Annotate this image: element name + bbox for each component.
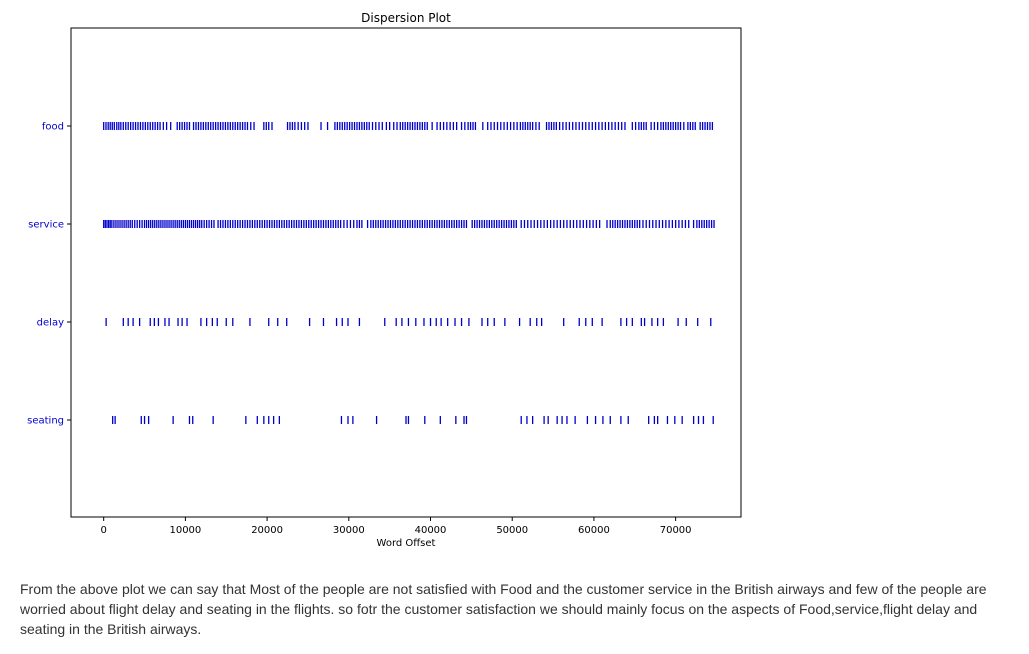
x-axis-label: Word Offset: [377, 538, 436, 549]
series-seating: [112, 416, 714, 424]
chart-title: Dispersion Plot: [361, 11, 451, 25]
y-tick-label-seating: seating: [27, 416, 64, 427]
x-tick-label: 70000: [660, 525, 692, 536]
x-tick-label: 10000: [169, 525, 201, 536]
x-axis: 0 10000 20000 30000 40000 50000 60000 70000: [100, 517, 692, 536]
y-tick-label-food: food: [42, 122, 64, 133]
y-tick-label-service: service: [28, 220, 64, 231]
dispersion-plot: Dispersion Plot foodservicedelayseating …: [27, 11, 742, 549]
y-tick-label-delay: delay: [37, 318, 64, 329]
x-tick-label: 60000: [578, 525, 610, 536]
x-tick-label: 0: [100, 525, 106, 536]
dispersion-marks: [103, 122, 715, 424]
x-tick-label: 20000: [251, 525, 283, 536]
x-tick-label: 40000: [415, 525, 447, 536]
plot-area-frame: [70, 27, 742, 518]
series-service: [103, 220, 715, 228]
series-food: [103, 122, 714, 130]
plot-caption: From the above plot we can say that Most…: [20, 581, 987, 637]
y-axis: food service delay seating: [27, 122, 71, 427]
x-tick-label: 30000: [333, 525, 365, 536]
x-tick-label: 50000: [496, 525, 528, 536]
series-delay: [105, 318, 712, 326]
